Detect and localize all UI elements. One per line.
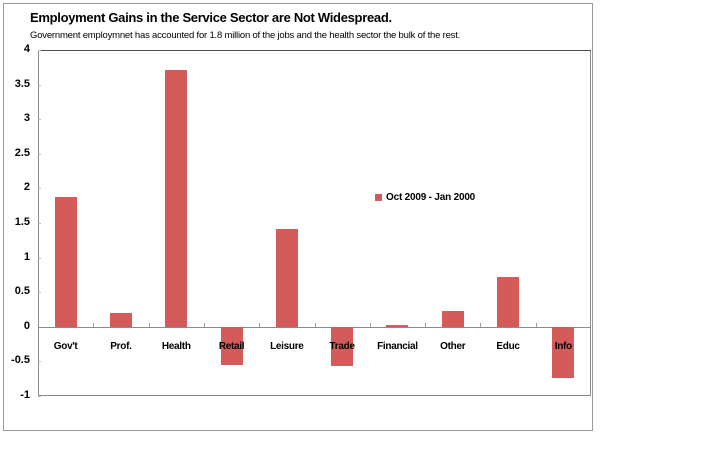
y-tick-mark <box>38 50 41 51</box>
chart-title: Employment Gains in the Service Sector a… <box>30 10 392 25</box>
x-tick-mark <box>259 322 261 327</box>
x-tick-label: Prof. <box>110 340 132 352</box>
x-tick-label: Gov't <box>53 340 78 352</box>
x-tick-mark <box>535 322 537 327</box>
y-tick-mark <box>38 84 41 86</box>
y-tick-mark <box>38 188 41 190</box>
y-tick-label: 0.5 <box>14 285 30 298</box>
bar-other <box>441 310 464 327</box>
x-tick-mark <box>203 322 205 327</box>
y-tick-label: 2 <box>23 181 30 194</box>
x-tick-label: Financial <box>377 340 418 352</box>
x-tick-label: Leisure <box>270 340 304 352</box>
y-tick-label: 2.5 <box>14 146 30 159</box>
y-tick-label: -0.5 <box>11 354 30 367</box>
bar-retail <box>220 326 243 365</box>
chart-frame <box>3 3 593 431</box>
y-tick-mark <box>38 223 41 224</box>
x-tick-mark <box>93 322 95 327</box>
y-tick-label: 3 <box>23 112 30 125</box>
legend-label: Oct 2009 - Jan 2000 <box>386 192 476 203</box>
plot-top-border <box>38 50 591 51</box>
bar-govt <box>54 196 77 327</box>
legend-swatch-icon <box>375 193 382 201</box>
chart-subtitle: Government employmnet has accounted for … <box>30 30 461 41</box>
y-tick-label: 1 <box>23 250 30 263</box>
x-tick-label: Educ <box>496 340 520 352</box>
bar-info <box>552 326 575 378</box>
zero-baseline <box>38 326 591 328</box>
bar-educ <box>497 276 520 327</box>
x-tick-label: Retail <box>218 340 245 352</box>
x-tick-mark <box>425 322 427 327</box>
bar-financial <box>386 325 409 327</box>
x-tick-mark <box>148 322 150 327</box>
x-tick-label: Other <box>440 340 466 352</box>
y-tick-label: 0 <box>23 319 30 332</box>
x-tick-mark <box>480 322 482 327</box>
bar-leisure <box>275 229 298 327</box>
y-tick-label: 4 <box>23 43 30 55</box>
bar-trade <box>331 326 354 367</box>
bar-prof <box>109 312 132 327</box>
x-tick-label: Trade <box>329 340 355 352</box>
x-tick-mark <box>314 322 316 327</box>
x-tick-label: Health <box>161 340 191 352</box>
y-tick-mark <box>38 396 41 397</box>
y-tick-mark <box>38 153 41 155</box>
bar-health <box>165 70 188 327</box>
x-tick-mark <box>369 322 371 327</box>
y-tick-mark <box>38 119 41 121</box>
y-tick-label: 3.5 <box>14 77 30 90</box>
y-tick-label: 1.5 <box>14 216 30 228</box>
y-tick-label: -1 <box>20 389 30 401</box>
y-tick-mark <box>38 257 41 259</box>
x-tick-label: Info <box>554 340 572 352</box>
legend: Oct 2009 - Jan 2000 <box>375 192 475 203</box>
y-tick-mark <box>38 361 41 363</box>
y-tick-mark <box>38 292 41 294</box>
